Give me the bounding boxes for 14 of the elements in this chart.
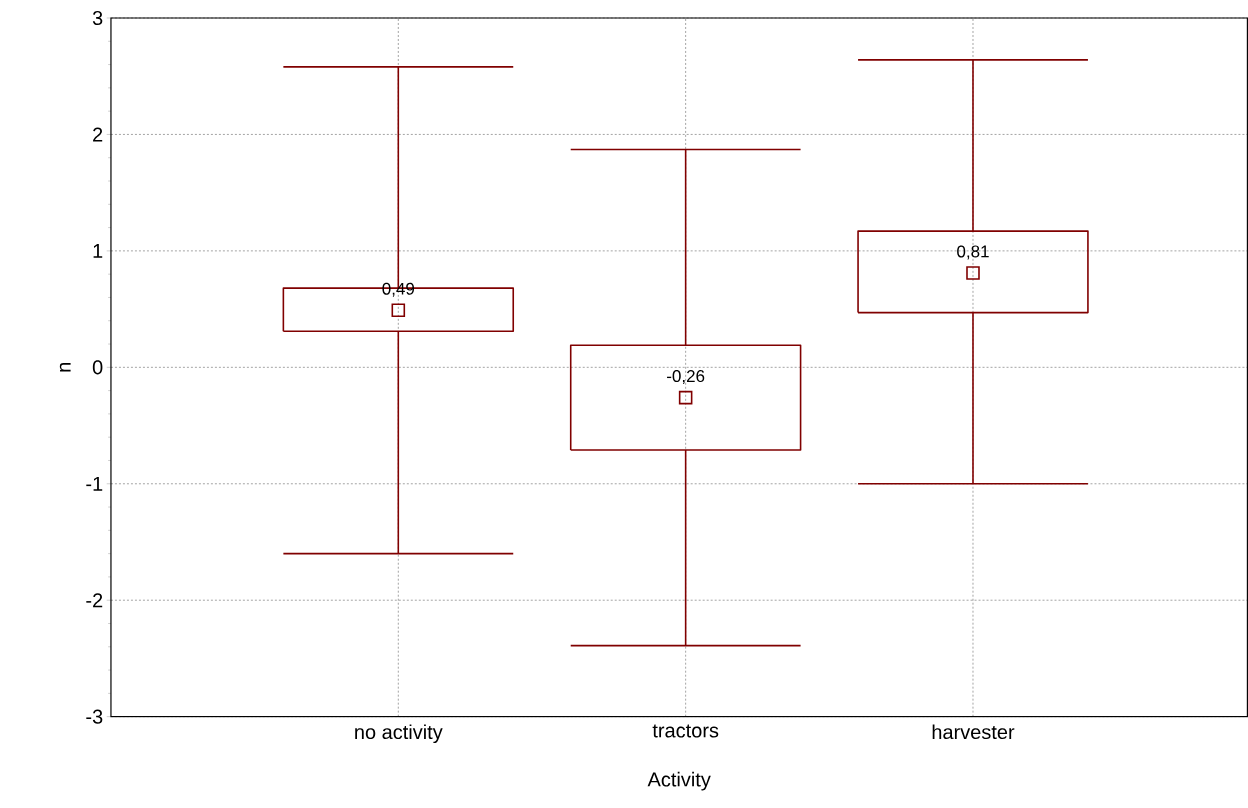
x-tick-label: harvester: [932, 724, 1015, 740]
y-tick-label: -1: [86, 477, 103, 491]
x-tick-label: no activity: [355, 724, 443, 744]
y-tick-label: 3: [92, 11, 103, 26]
text: -0,26: [667, 370, 705, 385]
y-tick-label: 0: [92, 360, 103, 375]
y-tick-label: -3: [86, 709, 103, 724]
y-tick-label: -2: [86, 593, 103, 608]
text: 0,81: [957, 245, 989, 260]
y-tick-label: 2: [93, 127, 103, 142]
x-axis-title: Activity: [647, 772, 711, 791]
y-tick-label: 1: [93, 244, 103, 258]
y-axis-title: n: [59, 363, 71, 372]
x-tick-label: tractors: [652, 724, 719, 738]
